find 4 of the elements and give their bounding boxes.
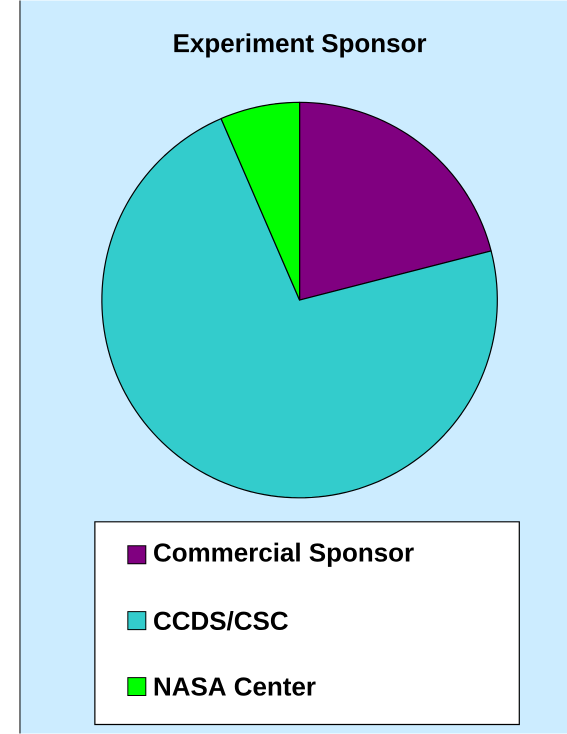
legend-label: Commercial Sponsor	[154, 542, 414, 567]
legend-label: CCDS/CSC	[154, 610, 288, 630]
chart-title: Experiment Sponsor	[174, 33, 426, 58]
legend-label: NASA Center	[154, 677, 316, 696]
